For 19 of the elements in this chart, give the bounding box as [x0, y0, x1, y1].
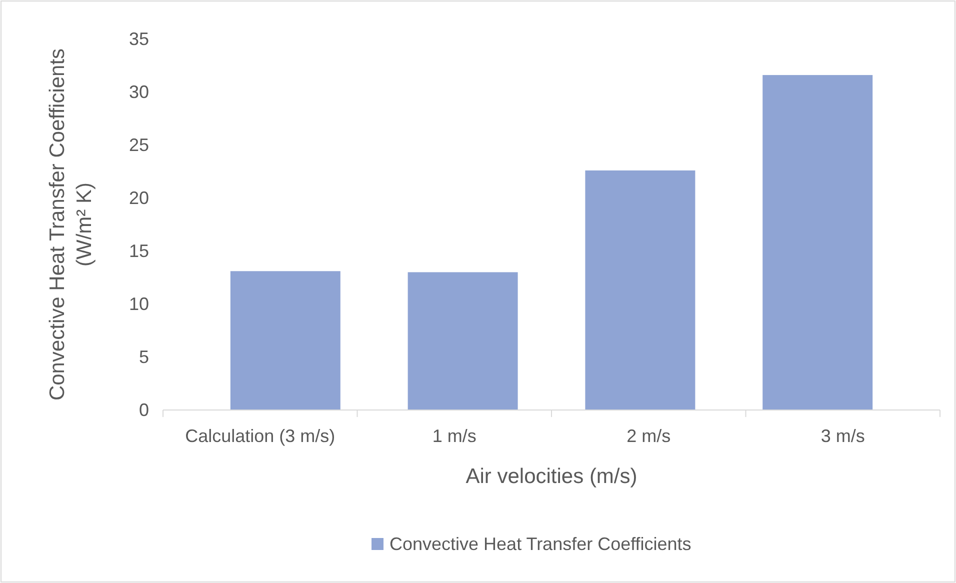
x-tick-label: Calculation (3 m/s) [185, 426, 336, 446]
bar [408, 272, 518, 410]
y-tick-label: 35 [128, 28, 149, 49]
y-tick-label: 30 [128, 82, 149, 102]
y-tick-label: 5 [138, 346, 149, 367]
bar [585, 170, 696, 410]
bar [230, 271, 340, 410]
x-tick-label: 1 m/s [432, 426, 476, 446]
x-tick-label: 2 m/s [626, 426, 671, 446]
y-tick-label: 20 [128, 188, 149, 208]
x-axis-title: Air velocities (m/s) [466, 465, 638, 488]
y-axis-title: Convective Heat Transfer Coefficients (W/m² K) [46, 48, 96, 401]
y-tick-label: 15 [128, 240, 149, 261]
y-tick-label: 10 [128, 294, 149, 314]
y-tick-label: 25 [128, 134, 149, 155]
x-tick-label: 3 m/s [820, 426, 865, 446]
bar [762, 75, 873, 410]
legend-label: Convective Heat Transfer Coefficients [390, 534, 692, 554]
y-tick-label: 0 [138, 400, 149, 420]
